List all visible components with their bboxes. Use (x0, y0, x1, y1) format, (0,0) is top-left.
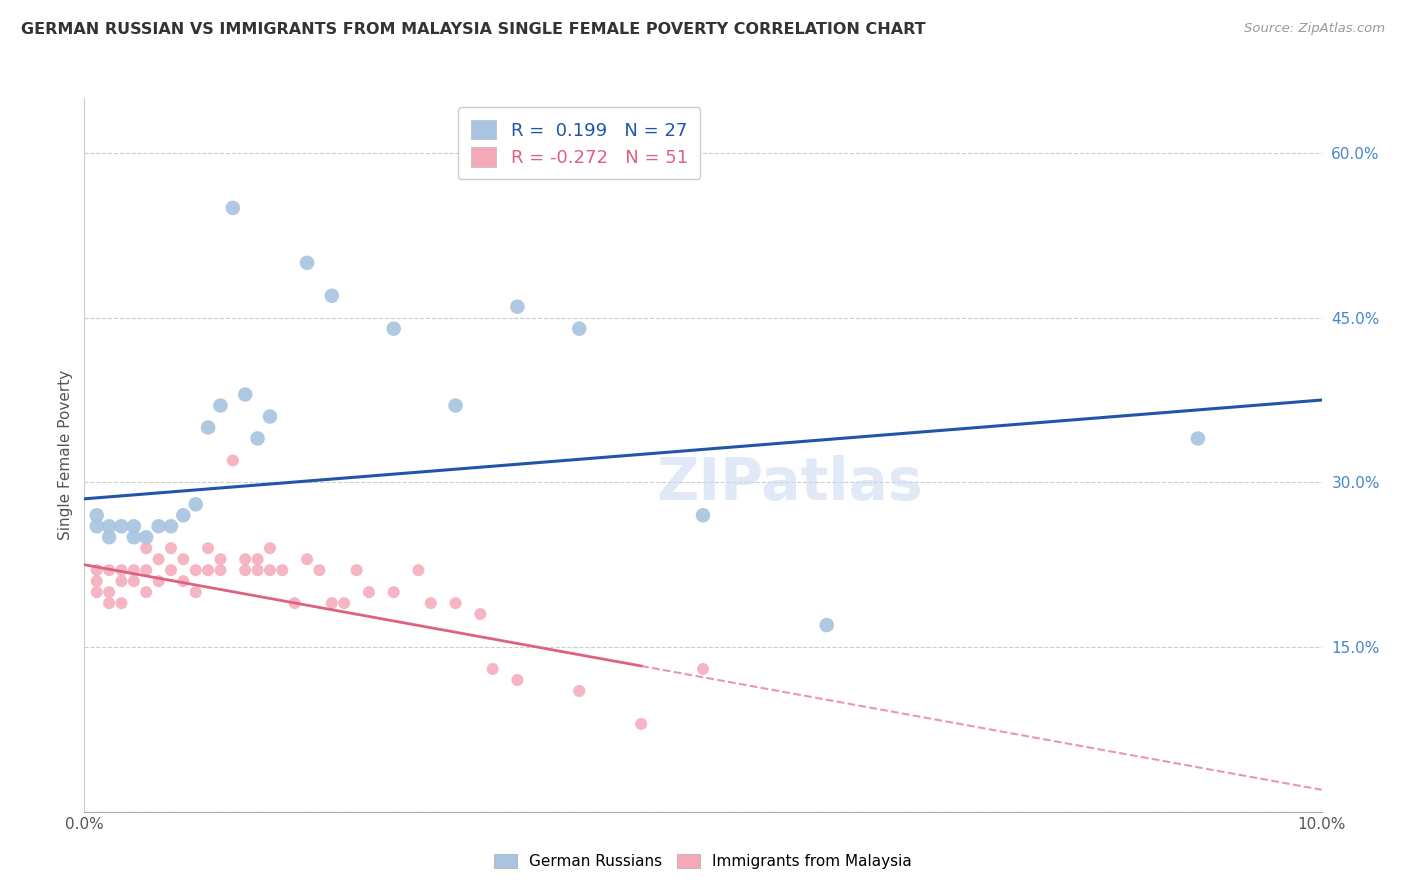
Point (259, 541, 281, 556)
Point (135, 541, 157, 556)
Point (86, 574, 108, 589)
Point (197, 541, 219, 556)
Point (209, 399, 232, 413)
Point (1187, 432, 1209, 446)
Point (197, 420, 219, 434)
Point (692, 508, 714, 523)
Point (135, 530, 157, 544)
Point (110, 596, 132, 610)
Point (233, 563, 256, 577)
Point (148, 519, 170, 533)
Point (135, 563, 157, 577)
Point (444, 596, 467, 610)
Point (444, 399, 467, 413)
Point (284, 596, 307, 610)
Point (98, 563, 121, 577)
Point (506, 300, 529, 314)
Point (333, 596, 356, 610)
Point (271, 563, 294, 577)
Point (246, 563, 269, 577)
Point (98, 519, 121, 533)
Point (259, 563, 281, 577)
Point (86, 519, 108, 533)
Point (233, 387, 256, 401)
Point (321, 289, 343, 303)
Point (308, 563, 330, 577)
Point (86, 585, 108, 599)
Point (222, 201, 245, 215)
Point (246, 552, 269, 566)
Point (110, 574, 132, 589)
Point (86, 563, 108, 577)
Point (86, 508, 108, 523)
Point (209, 552, 232, 566)
Point (160, 541, 183, 556)
Point (110, 563, 132, 577)
Text: ZIPatlas: ZIPatlas (657, 455, 922, 512)
Point (122, 519, 145, 533)
Point (815, 618, 838, 632)
Point (160, 563, 183, 577)
Point (172, 508, 194, 523)
Point (98, 530, 121, 544)
Point (98, 596, 121, 610)
Point (630, 717, 652, 731)
Point (321, 596, 343, 610)
Point (233, 552, 256, 566)
Point (110, 519, 132, 533)
Point (481, 662, 503, 676)
Text: Source: ZipAtlas.com: Source: ZipAtlas.com (1244, 22, 1385, 36)
Point (246, 432, 269, 446)
Point (382, 321, 405, 335)
Point (506, 673, 529, 687)
Point (295, 256, 318, 270)
Point (172, 574, 194, 589)
Point (209, 563, 232, 577)
Point (148, 574, 170, 589)
Text: GERMAN RUSSIAN VS IMMIGRANTS FROM MALAYSIA SINGLE FEMALE POVERTY CORRELATION CHA: GERMAN RUSSIAN VS IMMIGRANTS FROM MALAYS… (21, 22, 925, 37)
Point (408, 563, 430, 577)
Point (346, 563, 368, 577)
Y-axis label: Single Female Poverty: Single Female Poverty (58, 370, 73, 540)
Point (148, 552, 170, 566)
Point (295, 552, 318, 566)
Point (470, 607, 492, 621)
Point (197, 563, 219, 577)
Point (98, 585, 121, 599)
Point (419, 596, 441, 610)
Point (357, 585, 380, 599)
Point (122, 574, 145, 589)
Point (172, 552, 194, 566)
Point (122, 563, 145, 577)
Point (568, 321, 591, 335)
Point (222, 453, 245, 467)
Point (259, 409, 281, 424)
Point (184, 585, 207, 599)
Point (184, 497, 207, 511)
Legend: German Russians, Immigrants from Malaysia: German Russians, Immigrants from Malaysi… (488, 848, 918, 875)
Point (135, 585, 157, 599)
Point (692, 662, 714, 676)
Point (122, 530, 145, 544)
Point (160, 519, 183, 533)
Point (382, 585, 405, 599)
Point (184, 563, 207, 577)
Point (568, 684, 591, 698)
